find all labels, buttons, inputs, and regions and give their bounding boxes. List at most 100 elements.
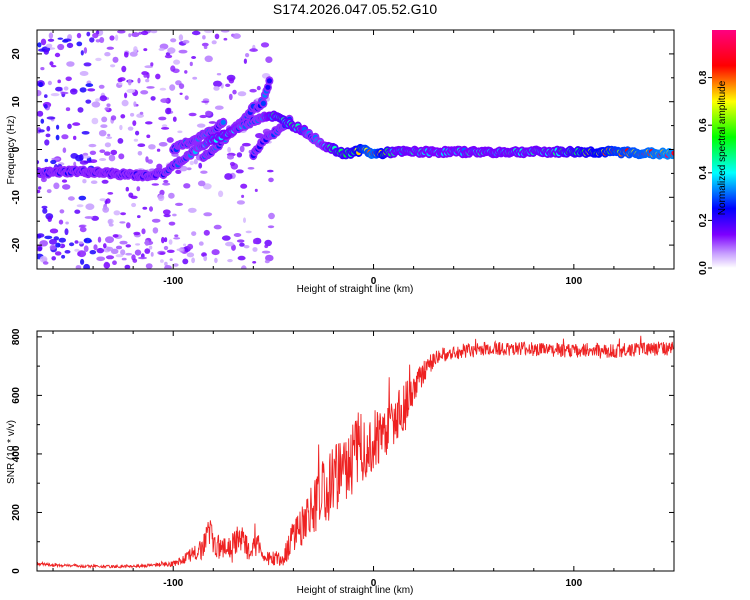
spectrogram-noise-blob	[186, 167, 192, 171]
spectrogram-noise-blob	[90, 180, 98, 184]
spectrogram-noise-blob	[168, 221, 176, 226]
spectrogram-noise-blob	[44, 94, 48, 98]
spectrogram-noise-blob	[232, 89, 237, 95]
spectrogram-noise-blob	[120, 212, 126, 216]
spectrogram-noise-blob	[267, 169, 274, 173]
spectrogram-noise-blob	[40, 38, 47, 46]
spectrogram-noise-blob	[172, 116, 177, 122]
spectrogram-noise-blob	[43, 104, 48, 109]
spectrogram-noise-blob	[115, 245, 123, 250]
spectrogram-noise-blob	[85, 99, 92, 104]
spectrogram-noise-blob	[133, 101, 137, 107]
spectrogram-noise-blob	[145, 156, 149, 163]
spectrogram-noise-blob	[164, 265, 172, 269]
spectrogram-noise-blob	[104, 52, 111, 57]
colorbar-gradient	[712, 30, 736, 268]
spectrogram-noise-blob	[118, 153, 125, 160]
spectrogram-noise-blob	[179, 92, 183, 96]
spectrogram-noise-blob	[57, 79, 61, 84]
spectrogram-noise-blob	[97, 236, 102, 243]
spectrogram-noise-blob	[56, 124, 60, 130]
spectrogram-noise-blob	[221, 235, 231, 241]
spectrogram-y-label: Frequency (Hz)	[6, 116, 17, 185]
spectrogram-noise-blob	[63, 38, 72, 42]
spectrogram-noise-blob	[100, 124, 108, 128]
spectrogram-y-tick-label: -10	[11, 190, 22, 205]
spectrogram-noise-blob	[104, 107, 110, 111]
spectrogram-noise-blob	[233, 233, 242, 237]
spectrogram-noise-blob	[117, 138, 124, 144]
spectrogram-noise-blob	[83, 160, 93, 164]
snr-y-ticks: 0 200 400 600 800	[11, 328, 674, 574]
spectrogram-noise-blob	[72, 122, 81, 126]
spectrogram-x-tick-label: 100	[565, 276, 582, 287]
spectrogram-noise-blob	[40, 176, 47, 183]
spectrogram-noise-blob	[159, 87, 167, 91]
spectrogram-noise-blob	[148, 144, 156, 150]
spectrogram-noise-blob	[150, 30, 158, 34]
spectrogram-noise-blob	[81, 131, 90, 135]
colorbar-tick-label: 0.6	[698, 118, 709, 132]
spectrogram-noise-blob	[65, 107, 71, 112]
spectrogram-noise-blob	[214, 257, 218, 264]
spectrogram-noise-blob	[200, 170, 208, 174]
spectrogram-noise-blob	[51, 65, 57, 68]
spectrogram-noise-blob	[43, 49, 49, 55]
spectrogram-noise-blob	[99, 198, 107, 202]
spectrogram-noise-blob	[237, 255, 246, 261]
spectrogram-noise-blob	[189, 61, 193, 67]
spectrogram-noise-blob	[125, 252, 133, 256]
spectrogram-noise-blob	[189, 160, 194, 166]
spectrogram-noise-blob	[163, 179, 169, 184]
spectrogram-noise-blob	[203, 255, 208, 262]
spectrogram-noise-blob	[128, 192, 134, 198]
spectrogram-noise-blob	[170, 65, 176, 72]
spectrogram-noise-blob	[191, 231, 197, 237]
spectrogram-noise-blob	[66, 61, 75, 67]
spectrogram-noise-blob	[211, 249, 220, 256]
spectrogram-noise-blob	[247, 167, 255, 170]
spectrogram-noise-blob	[139, 111, 144, 115]
snr-x-ticks: -100 0 100	[52, 331, 655, 589]
spectrogram-noise-blob	[42, 208, 48, 214]
spectrogram-noise-blob	[76, 32, 82, 39]
spectrogram-noise-blob	[54, 251, 62, 256]
snr-y-label: SNR (10 * v/v)	[6, 420, 17, 484]
spectrogram-noise-blob	[188, 112, 197, 117]
snr-x-tick-label: -100	[163, 578, 183, 589]
spectrogram-noise-blob	[128, 33, 132, 38]
spectrogram-noise-blob	[239, 242, 245, 247]
spectrogram-noise-blob	[124, 92, 128, 99]
spectrogram-noise-blob	[104, 151, 111, 156]
spectrogram-noise-blob	[268, 177, 274, 183]
spectrogram-noise-blob	[201, 100, 210, 104]
spectrogram-noise-blob	[192, 76, 198, 80]
spectrogram-noise-blob	[235, 169, 244, 174]
spectrogram-noise-blob	[228, 77, 235, 84]
spectrogram-noise-blob	[64, 228, 69, 236]
spectrogram-noise-blob	[107, 219, 113, 225]
spectrogram-noise-blob	[137, 143, 146, 147]
spectrogram-noise-blob	[173, 59, 181, 65]
spectrogram-noise-blob	[147, 159, 153, 164]
spectrogram-noise-blob	[103, 262, 111, 269]
spectrogram-noise-blob	[104, 142, 111, 148]
spectrogram-noise-blob	[220, 30, 230, 33]
spectrogram-noise-blob	[126, 222, 131, 229]
spectrogram-noise-blob	[121, 65, 127, 73]
spectrogram-noise-blob	[133, 231, 141, 236]
spectrogram-noise-blob	[193, 159, 198, 165]
spectrogram-noise-blob	[167, 47, 176, 54]
spectrogram-noise-blob	[99, 158, 107, 161]
spectrogram-noise-blob	[103, 243, 107, 249]
snr-background	[37, 331, 674, 571]
spectrogram-noise-blob	[152, 227, 159, 234]
spectrogram-noise-blob	[70, 88, 78, 95]
spectrogram-noise-blob	[40, 118, 45, 124]
spectrogram-noise-blob	[268, 212, 275, 220]
spectrogram-noise-blob	[131, 32, 140, 38]
spectrogram-noise-blob	[47, 38, 55, 42]
spectrogram-noise-blob	[169, 84, 176, 91]
spectrogram-noise-blob	[158, 116, 167, 121]
